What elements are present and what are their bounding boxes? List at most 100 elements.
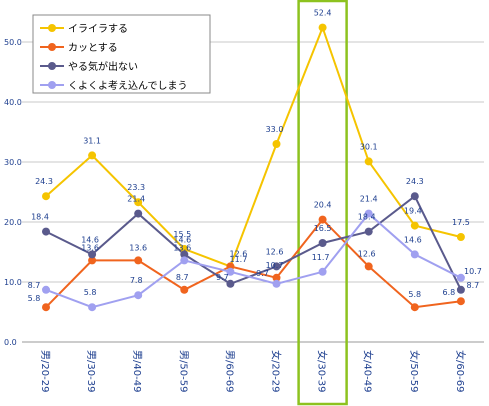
x-tick-label: 男/40-49 — [131, 350, 143, 392]
data-point — [134, 209, 143, 218]
data-label: 18.4 — [31, 213, 49, 222]
y-tick-label: 30.0 — [4, 158, 22, 167]
data-point — [410, 192, 419, 201]
data-point — [318, 23, 327, 32]
x-tick-label: 男/60-69 — [223, 350, 235, 392]
data-point — [456, 297, 465, 306]
data-label: 8.7 — [28, 281, 41, 290]
data-point — [226, 279, 235, 288]
legend-label: イライラする — [68, 23, 128, 35]
data-point — [364, 227, 373, 236]
y-tick-label: 40.0 — [4, 98, 22, 107]
data-label: 5.8 — [28, 294, 41, 303]
x-tick-label: 男/50-59 — [177, 350, 189, 392]
data-label: 12.6 — [266, 247, 284, 256]
x-tick-label: 女/50-59 — [408, 350, 421, 392]
data-label: 11.7 — [312, 253, 330, 262]
data-label: 20.4 — [314, 201, 332, 210]
legend-swatch-marker — [48, 81, 56, 89]
series-line-1 — [45, 218, 462, 309]
highlight-box — [297, 0, 348, 406]
data-label: 17.5 — [452, 218, 470, 227]
data-label: 13.6 — [81, 243, 99, 252]
data-label: 16.5 — [314, 224, 332, 233]
series-line-2 — [45, 194, 462, 291]
data-point — [42, 303, 50, 312]
data-point — [88, 256, 97, 265]
data-point — [318, 215, 327, 224]
x-tick-label: 女/30-39 — [316, 350, 329, 392]
data-point — [410, 250, 419, 259]
data-point — [364, 209, 373, 218]
legend-label: くよくよ考え込んでしまう — [68, 80, 188, 92]
data-label: 7.8 — [130, 276, 143, 285]
data-label: 19.4 — [404, 207, 422, 216]
data-point — [364, 262, 373, 271]
legend-label: やる気が出ない — [68, 60, 138, 73]
data-label: 9.7 — [216, 273, 229, 282]
data-point — [88, 250, 97, 259]
x-tick-label: 女/40-49 — [362, 350, 375, 392]
x-tick-label: 女/60-69 — [454, 350, 467, 392]
data-label: 8.7 — [467, 281, 480, 290]
data-label: 11.7 — [229, 255, 247, 264]
series-line-3 — [45, 212, 462, 309]
data-point — [134, 256, 143, 265]
data-label: 10.7 — [464, 267, 482, 276]
data-label: 9.7 — [256, 269, 269, 278]
data-label: 21.4 — [360, 195, 378, 204]
data-label: 14.6 — [81, 235, 99, 244]
y-tick-label: 50.0 — [4, 38, 22, 47]
data-label: 21.4 — [127, 195, 145, 204]
y-tick-label: 0.0 — [4, 338, 17, 347]
data-label: 23.3 — [127, 183, 145, 192]
data-label: 14.6 — [173, 235, 191, 244]
data-point — [456, 273, 465, 282]
data-point — [456, 285, 465, 294]
data-point — [88, 303, 97, 312]
data-label: 30.1 — [360, 142, 378, 151]
data-point — [272, 262, 281, 271]
y-tick-label: 20.0 — [4, 218, 22, 227]
data-label: 5.8 — [84, 288, 97, 297]
data-label: 52.4 — [314, 9, 332, 18]
data-label: 8.7 — [176, 273, 189, 282]
legend-swatch-marker — [48, 62, 56, 70]
data-label: 10.7 — [266, 261, 284, 270]
x-tick-label: 男/20-29 — [39, 350, 51, 392]
data-point — [88, 151, 97, 160]
data-point — [180, 285, 189, 294]
data-label: 13.6 — [129, 243, 147, 252]
data-point — [364, 157, 373, 166]
data-point — [42, 285, 50, 294]
x-tick-label: 女/20-29 — [270, 350, 283, 392]
legend-swatch-marker — [48, 43, 56, 51]
legend-swatch-marker — [48, 24, 56, 32]
data-label: 15.5 — [173, 230, 191, 239]
data-label: 6.8 — [443, 288, 456, 297]
data-point — [134, 198, 143, 207]
legend-label: カッとする — [68, 42, 118, 54]
data-point — [410, 303, 419, 312]
data-point — [226, 267, 235, 276]
data-label: 31.1 — [83, 136, 101, 145]
data-label: 12.6 — [229, 249, 247, 258]
data-label: 33.0 — [266, 125, 284, 134]
data-point — [456, 233, 465, 241]
data-point — [180, 256, 189, 265]
data-label: 24.3 — [406, 177, 424, 186]
data-point — [272, 140, 281, 148]
data-point — [42, 227, 50, 236]
series-line-0 — [45, 24, 462, 268]
data-point — [134, 291, 143, 300]
data-point — [318, 267, 327, 276]
y-tick-label: 10.0 — [4, 278, 22, 287]
data-label: 13.6 — [173, 243, 191, 252]
data-label: 18.4 — [358, 213, 376, 222]
data-point — [410, 221, 419, 230]
data-point — [272, 273, 281, 282]
data-point — [42, 192, 50, 201]
data-label: 14.6 — [404, 235, 422, 244]
